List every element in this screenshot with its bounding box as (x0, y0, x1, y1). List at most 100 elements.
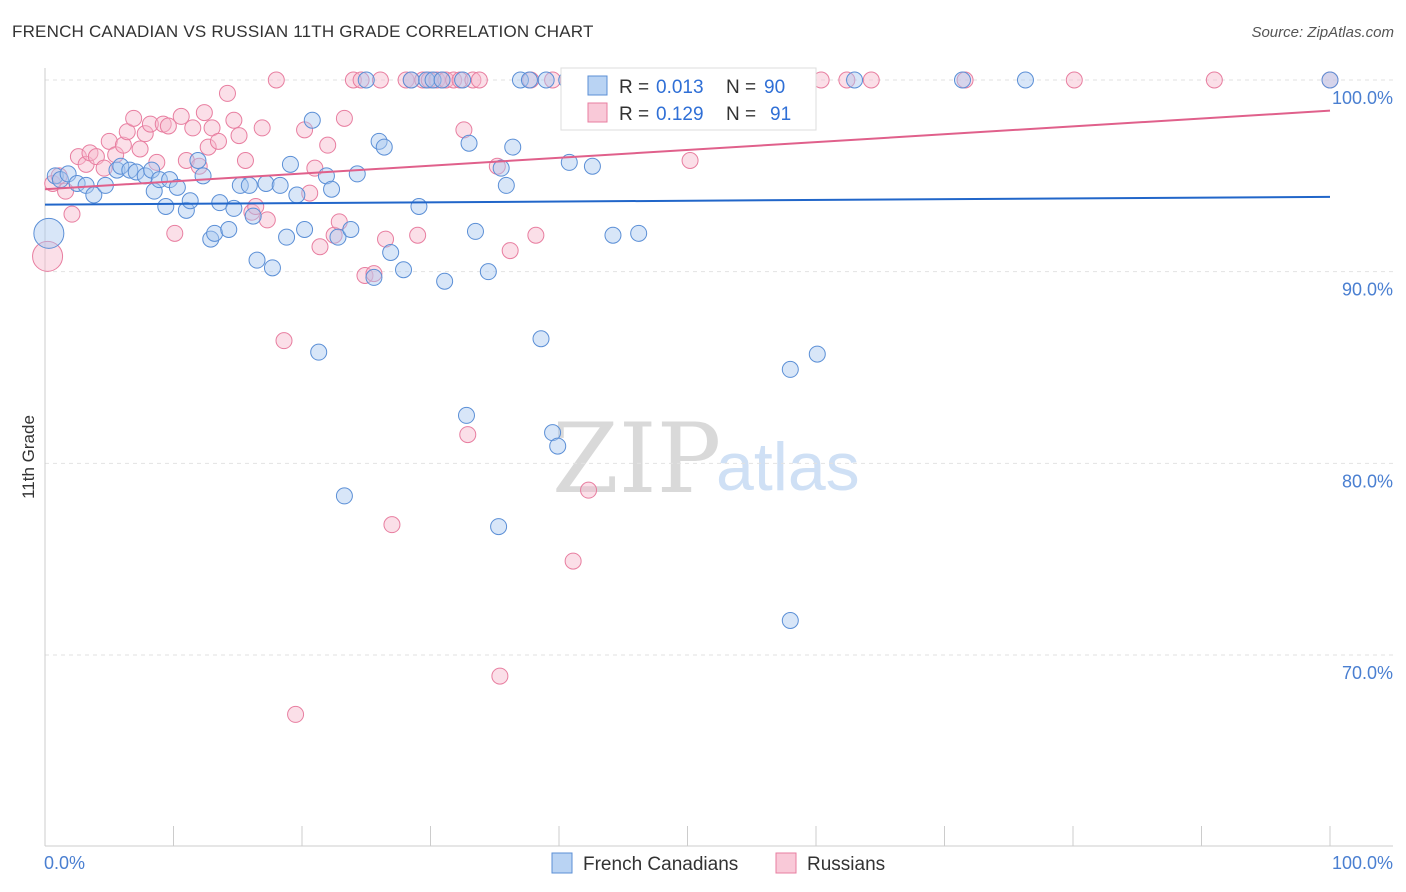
scatter-point (112, 157, 130, 175)
scatter-point (323, 180, 341, 198)
scatter-point (1016, 71, 1034, 89)
scatter-point (275, 332, 293, 350)
legend-n-label-pink: N = (726, 104, 756, 125)
scatter-point (397, 71, 415, 89)
scatter-point (136, 125, 154, 143)
scatter-point (348, 165, 366, 183)
scatter-point (236, 152, 254, 169)
scatter-point (319, 136, 337, 154)
scatter-point (433, 71, 451, 89)
scatter-point (953, 71, 971, 89)
scatter-point (335, 109, 353, 127)
scatter-point (781, 360, 799, 378)
scatter-point (583, 157, 601, 175)
scatter-point (301, 184, 319, 202)
y-tick-label: 70.0% (1342, 663, 1393, 683)
scatter-point (177, 201, 195, 219)
scatter-point (296, 221, 314, 238)
scatter-point (288, 186, 306, 204)
scatter-point (549, 437, 567, 455)
scatter-point (375, 138, 393, 156)
scatter-point (371, 71, 389, 89)
scatter-point (490, 518, 508, 536)
scatter-point (357, 71, 375, 89)
legend-series-label-french-canadians: French Canadians (583, 854, 738, 875)
scatter-point (479, 263, 497, 281)
trend-line-russians (44, 109, 1331, 191)
scatter-point (303, 111, 321, 129)
scatter-point (537, 71, 555, 89)
scatter-point (311, 238, 329, 256)
scatter-point (1065, 71, 1083, 89)
axes (44, 68, 1393, 847)
scatter-point (150, 171, 168, 189)
legend-r-label-blue: R = (619, 77, 649, 98)
legend-n-value-blue: 90 (764, 77, 785, 98)
legend-swatch-blue (587, 75, 608, 96)
scatter-point (414, 71, 432, 89)
y-tick-labels: 70.0% 80.0% 90.0% 100.0% (1332, 88, 1393, 683)
scatter-point (195, 104, 213, 122)
source-credit: Source: ZipAtlas.com (1251, 24, 1394, 41)
scatter-point (808, 345, 826, 363)
scatter-point (225, 111, 243, 129)
scatter-point (271, 176, 289, 194)
scatter-point (63, 205, 81, 223)
scatter-point (159, 117, 177, 135)
scatter-point (395, 261, 413, 279)
legend-series-label-russians: Russians (807, 854, 885, 875)
scatter-point (630, 224, 648, 242)
watermark-zip: ZIP (552, 403, 721, 515)
scatter-point (846, 71, 864, 89)
scatter-point (436, 272, 454, 290)
trend-lines (44, 109, 1331, 206)
scatter-point (681, 152, 699, 169)
chart-title: FRENCH CANADIAN VS RUSSIAN 11TH GRADE CO… (12, 22, 594, 41)
gridlines (45, 79, 1393, 656)
scatter-point (1205, 71, 1223, 89)
scatter-point (464, 71, 482, 89)
scatter-point (492, 159, 510, 177)
legend-n-label-blue: N = (726, 77, 756, 98)
scatter-point (253, 119, 271, 137)
scatter-point (257, 175, 275, 192)
scatter-point (141, 115, 159, 133)
x-tick-label-min: 0.0% (44, 853, 85, 873)
scatter-point (310, 343, 328, 361)
scatter-point (454, 71, 472, 89)
x-ticks (173, 826, 1331, 846)
scatter-point (410, 198, 428, 215)
scatter-point (383, 516, 401, 534)
scatter-point (329, 228, 347, 246)
scatter-point (501, 242, 519, 260)
legend-series-swatch-french-canadians (551, 852, 573, 874)
legend-series: French Canadians Russians (551, 852, 885, 875)
scatter-point (194, 167, 212, 185)
scatter-point (278, 228, 296, 246)
scatter-point (199, 138, 217, 156)
scatter-point (424, 71, 442, 89)
scatter-point (862, 71, 880, 89)
scatter-point (189, 152, 207, 169)
scatter-point (377, 230, 395, 248)
scatter-point (781, 612, 799, 629)
scatter-point (1321, 71, 1339, 89)
scatter-point (460, 134, 478, 152)
y-axis-title: 11th Grade (19, 415, 38, 499)
watermark-atlas: atlas (716, 429, 860, 505)
scatter-point (121, 161, 139, 179)
scatter-point (172, 107, 190, 125)
scatter-point (131, 140, 149, 158)
scatter-point (504, 138, 522, 156)
scatter-point (455, 121, 473, 139)
scatter-point (168, 178, 186, 196)
scatter-point (409, 226, 427, 244)
scatter-point (281, 155, 299, 173)
scatter-point (287, 705, 305, 723)
scatter-point (580, 481, 598, 499)
legend-r-label-pink: R = (619, 104, 649, 125)
series-russians-points (32, 71, 1339, 723)
y-tick-label: 90.0% (1342, 280, 1393, 300)
scatter-point (248, 251, 266, 269)
scatter-point (382, 244, 400, 261)
